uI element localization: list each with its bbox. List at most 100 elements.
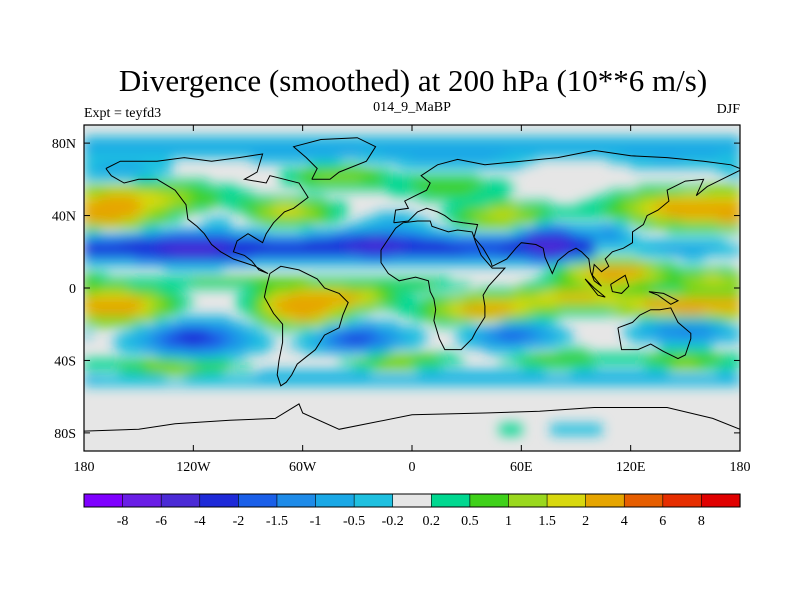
- field-cell: [535, 315, 544, 322]
- field-cell: [288, 141, 296, 148]
- field-cell: [521, 320, 530, 327]
- field-cell: [703, 206, 712, 213]
- field-cell: [171, 184, 180, 191]
- field-cell: [244, 347, 253, 354]
- field-cell: [339, 152, 347, 159]
- coastline: [393, 169, 740, 287]
- field-cell: [535, 326, 544, 332]
- field-cell: [674, 152, 683, 159]
- field-cell: [84, 244, 92, 251]
- field-cell: [310, 309, 318, 316]
- field-cell: [390, 173, 398, 180]
- field-cell: [397, 342, 406, 349]
- field-cell: [506, 423, 515, 430]
- field-cell: [638, 309, 646, 316]
- field-cell: [550, 135, 559, 142]
- field-cell: [368, 141, 377, 148]
- field-cell: [375, 135, 384, 142]
- field-cell: [135, 331, 143, 338]
- field-cell: [346, 288, 355, 294]
- field-cell: [681, 277, 690, 284]
- field-cell: [273, 320, 282, 327]
- field-cell: [638, 288, 646, 294]
- field-cell: [258, 315, 267, 322]
- field-cell: [667, 277, 675, 284]
- field-cell: [419, 277, 428, 284]
- field-cell: [506, 135, 515, 142]
- field-cell: [725, 201, 734, 208]
- field-cell: [681, 146, 690, 153]
- colorbar-label: 0.2: [423, 514, 441, 529]
- field-cell: [142, 331, 151, 338]
- field-cell: [572, 364, 581, 371]
- field-cell: [696, 146, 705, 153]
- field-cell: [652, 146, 661, 153]
- field-cell: [375, 141, 384, 148]
- colorbar-swatch: [392, 493, 432, 508]
- field-cell: [433, 173, 442, 180]
- field-cell: [703, 222, 712, 229]
- field-cell: [586, 423, 595, 430]
- field-cell: [645, 277, 654, 284]
- field-cell: [375, 380, 384, 387]
- field-cell: [463, 239, 471, 246]
- field-cell: [317, 135, 326, 142]
- field-cell: [514, 211, 522, 218]
- colorbar-swatch: [430, 493, 471, 508]
- field-cell: [178, 179, 187, 186]
- field-cell: [171, 206, 180, 213]
- field-cell: [623, 293, 632, 300]
- field-cell: [178, 364, 187, 371]
- field-cell: [667, 260, 675, 267]
- field-cell: [674, 195, 683, 202]
- field-cell: [543, 233, 552, 240]
- field-cell: [616, 374, 624, 381]
- field-cell: [84, 190, 92, 197]
- field-cell: [470, 239, 479, 246]
- field-cell: [317, 369, 326, 376]
- field-cell: [105, 206, 114, 213]
- field-cell: [375, 244, 384, 251]
- field-cell: [331, 244, 340, 251]
- field-cell: [135, 326, 143, 332]
- field-cell: [215, 233, 224, 240]
- field-cell: [382, 336, 391, 343]
- field-cell: [346, 320, 355, 327]
- field-cell: [470, 244, 479, 251]
- field-cell: [280, 298, 289, 305]
- field-cell: [149, 195, 158, 202]
- field-cell: [572, 141, 581, 148]
- field-cell: [463, 260, 471, 267]
- field-cell: [244, 364, 253, 371]
- field-cell: [229, 195, 238, 202]
- field-cell: [98, 298, 107, 305]
- field-cell: [506, 141, 515, 148]
- field-cell: [638, 315, 646, 322]
- field-cell: [484, 293, 493, 300]
- field-cell: [295, 157, 304, 164]
- field-cell: [652, 353, 661, 360]
- field-cell: [186, 201, 194, 208]
- field-cell: [514, 163, 522, 169]
- field-cell: [353, 369, 362, 376]
- field-cell: [404, 326, 413, 332]
- field-cell: [310, 163, 318, 169]
- field-cell: [565, 429, 573, 436]
- field-cell: [616, 211, 624, 218]
- field-cell: [550, 228, 559, 235]
- field-cell: [368, 342, 377, 349]
- field-cell: [280, 157, 289, 164]
- field-cell: [586, 309, 595, 316]
- field-cell: [229, 146, 238, 153]
- field-cell: [645, 239, 654, 246]
- field-cell: [514, 374, 522, 381]
- field-cell: [229, 255, 238, 262]
- field-cell: [186, 374, 194, 381]
- field-cell: [477, 141, 486, 148]
- field-cell: [499, 309, 508, 316]
- field-cell: [149, 179, 158, 186]
- field-cell: [565, 228, 573, 235]
- field-cell: [280, 233, 289, 240]
- field-cell: [186, 179, 194, 186]
- field-cell: [652, 309, 661, 316]
